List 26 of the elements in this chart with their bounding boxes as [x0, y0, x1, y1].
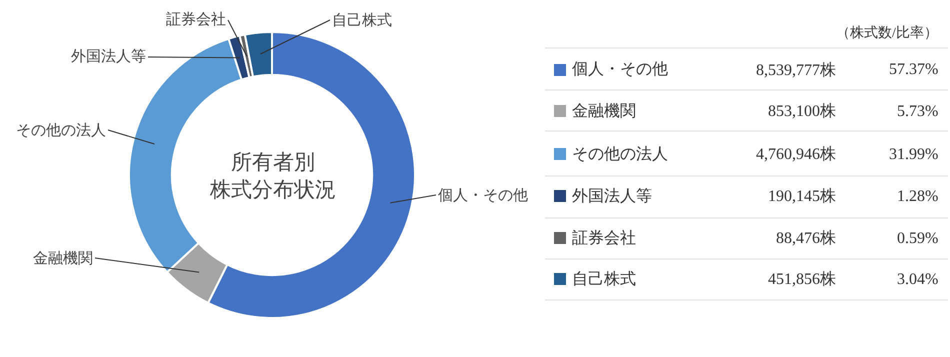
slice-label: 外国法人等 [71, 48, 146, 65]
data-label: 8,539,777株 [756, 61, 836, 79]
legend-label: 証券会社 [572, 229, 636, 247]
legend-label: 外国法人等 [572, 187, 652, 205]
data-label: 88,476株 [776, 229, 836, 247]
data-label: 451,856株 [768, 270, 836, 288]
slice-label: 証券会社 [166, 11, 226, 28]
legend-label: 金融機関 [572, 102, 636, 120]
text: 0.59% [897, 230, 938, 247]
legend-label: 自己株式 [572, 270, 636, 288]
text: 3.04% [897, 271, 938, 288]
text: 57.37% [889, 61, 938, 78]
text: 所有者別株式分布状況 [209, 150, 336, 202]
slice-label: 自己株式 [332, 12, 392, 29]
slice-label: 個人・その他 [438, 187, 528, 204]
text: （株式数/比率） [836, 25, 938, 41]
data-label: 4,760,946株 [756, 145, 836, 163]
legend-label: その他の法人 [572, 145, 668, 163]
legend-label: 個人・その他 [572, 61, 668, 78]
slice-label: 金融機関 [33, 250, 93, 267]
text: 1.28% [897, 188, 938, 205]
data-label: 853,100株 [768, 102, 836, 120]
data-label: 190,145株 [768, 187, 836, 205]
text: 31.99% [889, 146, 938, 163]
text: 5.73% [897, 103, 938, 120]
slice-label: その他の法人 [16, 122, 106, 139]
